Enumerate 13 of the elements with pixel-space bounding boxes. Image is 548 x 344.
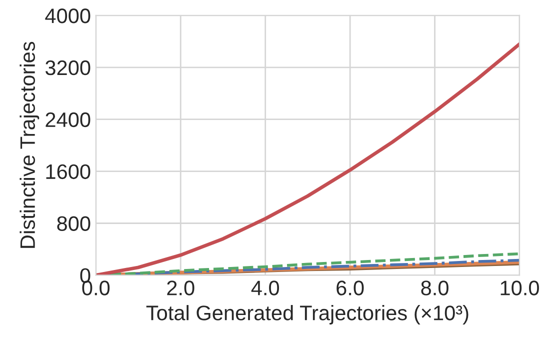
x-tick-label: 10.0	[500, 280, 539, 296]
x-tick-label: 0.0	[82, 280, 110, 296]
y-tick-label: 2400	[46, 112, 90, 128]
x-tick-label: 4.0	[251, 280, 280, 296]
y-tick-label: 3200	[45, 60, 90, 76]
y-axis-title: Distinctive Trajectories	[20, 42, 40, 248]
x-tick-label: 2.0	[167, 280, 194, 296]
x-tick-label: 8.0	[421, 280, 448, 296]
y-tick-label: 1600	[46, 164, 90, 180]
x-axis-title: Total Generated Trajectories (×10³)	[146, 305, 468, 324]
y-tick-label: 4000	[45, 8, 90, 24]
x-tick-label: 6.0	[336, 280, 364, 296]
y-tick-label: 800	[57, 216, 90, 232]
